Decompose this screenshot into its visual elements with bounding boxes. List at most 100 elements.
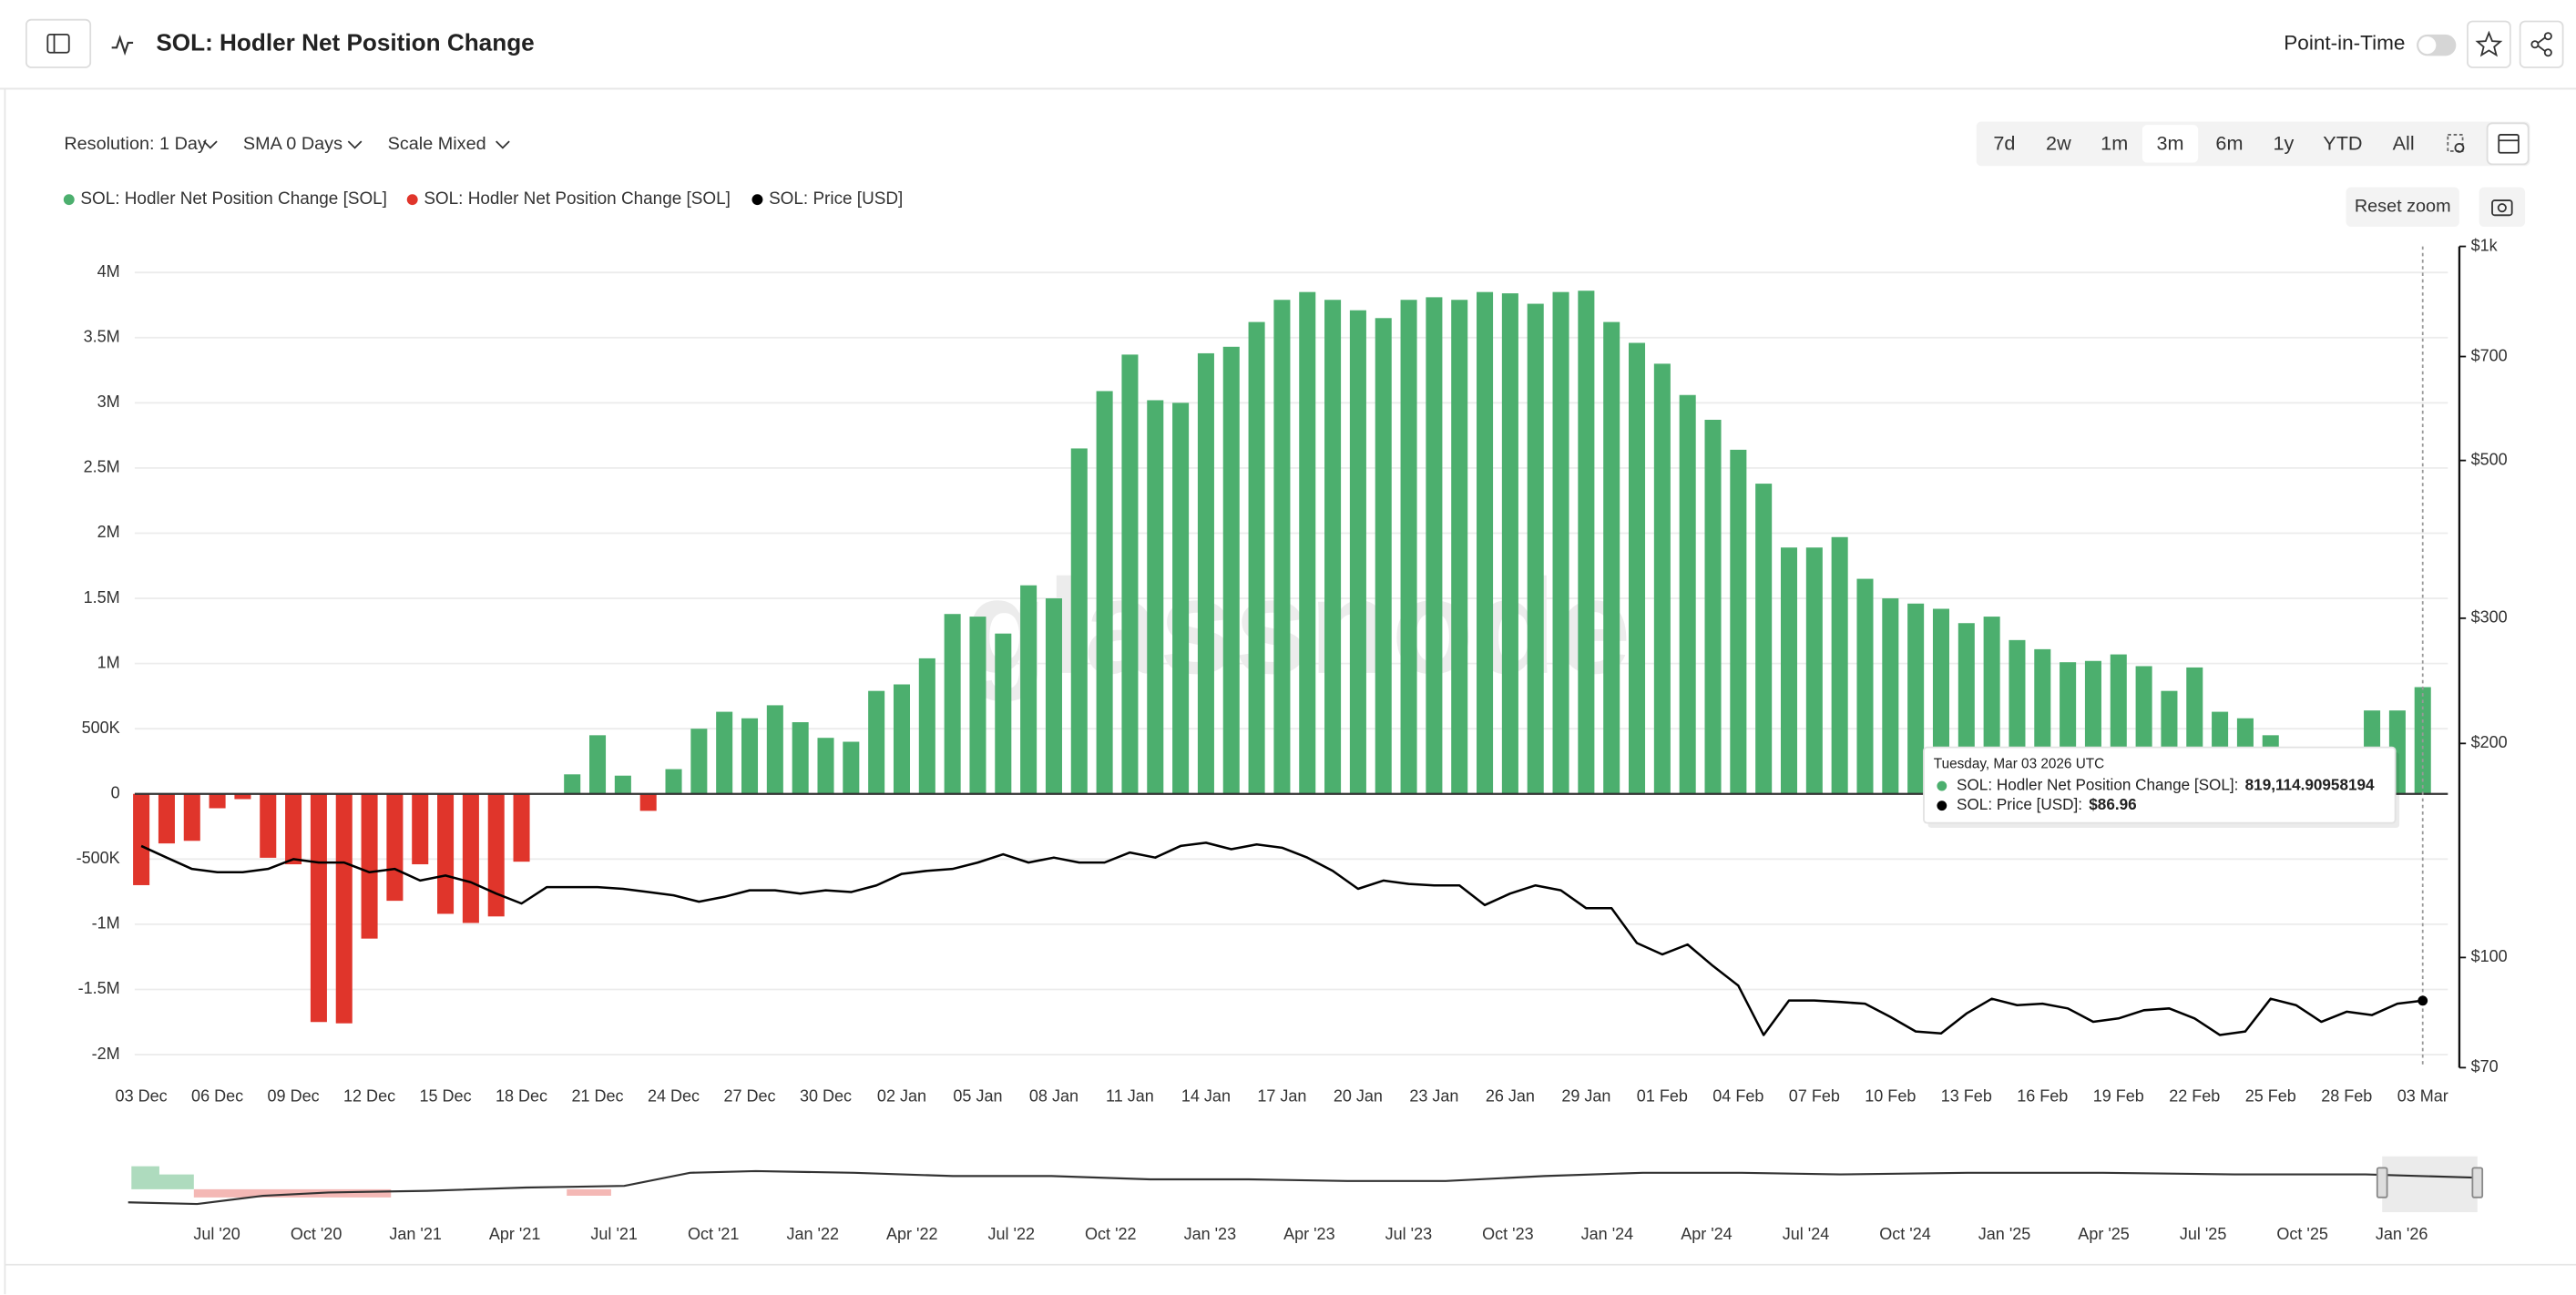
navigator-tick-label: Jan '23: [1184, 1225, 1237, 1243]
bar: [487, 793, 505, 917]
calendar-button[interactable]: [2486, 122, 2530, 166]
bar: [183, 793, 200, 841]
x-tick-label: 16 Feb: [2017, 1087, 2068, 1106]
bar: [1147, 400, 1164, 794]
range-button[interactable]: YTD: [2323, 131, 2362, 154]
bar: [690, 729, 708, 794]
range-button[interactable]: 7d: [1993, 131, 2015, 154]
x-tick-label: 07 Feb: [1789, 1087, 1840, 1106]
legend: SOL: Hodler Net Position Change [SOL] SOL…: [63, 189, 903, 209]
legend-label: SOL: Price [USD]: [769, 189, 903, 209]
bar: [766, 705, 783, 794]
bar: [1578, 291, 1595, 794]
range-label: 6m: [2215, 131, 2243, 154]
y-tick-label: -1.5M: [78, 979, 120, 997]
screenshot-button[interactable]: [2479, 187, 2526, 227]
y2-tick-label: $100: [2471, 947, 2508, 965]
y-tick-label: -500K: [77, 849, 120, 867]
bar: [639, 793, 657, 811]
navigator-tick-label: Jul '24: [1783, 1225, 1830, 1243]
legend-marker: [751, 194, 763, 206]
navigator-handle[interactable]: [2376, 1167, 2388, 1198]
bar: [1831, 536, 1848, 794]
x-tick-label: 03 Dec: [116, 1087, 168, 1106]
range-selector: [1976, 121, 2530, 167]
bar: [335, 793, 353, 1024]
legend-marker: [63, 194, 75, 206]
x-tick-label: 30 Dec: [800, 1087, 852, 1106]
bar: [437, 793, 455, 914]
range-button[interactable]: All: [2393, 131, 2415, 154]
bar: [817, 738, 834, 794]
bar: [158, 793, 175, 844]
range-button[interactable]: 1m: [2101, 131, 2128, 154]
scale-dropdown[interactable]: Scale Mixed: [388, 134, 510, 154]
tooltip-label: SOL: Price [USD]:: [1957, 795, 2082, 813]
star-icon: [2475, 30, 2503, 57]
chevron: [203, 140, 218, 149]
navigator-handle[interactable]: [2471, 1167, 2484, 1198]
x-tick-label: 01 Feb: [1637, 1087, 1688, 1106]
bar: [1730, 449, 1747, 794]
x-tick-label: 02 Jan: [877, 1087, 926, 1106]
bar: [1096, 391, 1113, 794]
navigator-tick-label: Jan '22: [786, 1225, 839, 1243]
bar: [969, 617, 986, 794]
bar: [843, 741, 860, 794]
bar: [462, 793, 479, 923]
reset-zoom-button[interactable]: Reset zoom: [2346, 187, 2459, 227]
bar: [1299, 291, 1316, 794]
range-button[interactable]: 1y: [2274, 131, 2295, 154]
legend-item[interactable]: SOL: Hodler Net Position Change [SOL]: [406, 189, 731, 209]
range-label: YTD: [2323, 131, 2362, 154]
range-button[interactable]: 2w: [2046, 131, 2071, 154]
range-button[interactable]: 3m: [2142, 125, 2199, 163]
navigator-line: [128, 1169, 2478, 1206]
button-frame: [2479, 187, 2526, 227]
bar: [1197, 352, 1214, 794]
bar: [1172, 403, 1190, 794]
bar: [893, 684, 910, 794]
dropdown-label: Scale Mixed: [388, 134, 486, 154]
navigator-tick-label: Apr '21: [489, 1225, 541, 1243]
bar: [1324, 300, 1342, 794]
bar: [1400, 300, 1417, 794]
bar: [944, 614, 961, 794]
hover-point: [2418, 995, 2428, 1006]
resolution-dropdown[interactable]: Resolution: 1 Day: [64, 134, 218, 154]
navigator-selection[interactable]: [2382, 1156, 2478, 1213]
tooltip-marker: [1937, 780, 1947, 791]
bar: [1248, 321, 1265, 794]
legend-item[interactable]: SOL: Price [USD]: [751, 189, 903, 209]
y-tick-label: 2.5M: [84, 458, 120, 476]
legend-item[interactable]: SOL: Hodler Net Position Change [SOL]: [63, 189, 387, 209]
x-tick-label: 06 Dec: [191, 1087, 243, 1106]
camera-icon: [2491, 199, 2513, 217]
bar: [1780, 547, 1798, 794]
tooltip-date: Tuesday, Mar 03 2026 UTC: [1934, 757, 2104, 772]
bar: [1477, 291, 1494, 794]
range-label: 3m: [2156, 131, 2183, 154]
x-tick-label: 26 Jan: [1486, 1087, 1535, 1106]
share-button[interactable]: [2519, 20, 2564, 68]
x-tick-label: 19 Feb: [2093, 1087, 2144, 1106]
bar: [1426, 297, 1443, 794]
favorite-button[interactable]: [2467, 20, 2511, 68]
y-tick-label: 1M: [97, 653, 120, 671]
chevron: [496, 140, 510, 149]
tooltip-label: SOL: Hodler Net Position Change [SOL]:: [1957, 776, 2238, 794]
bar: [1020, 585, 1038, 794]
point-in-time-toggle[interactable]: [2417, 34, 2457, 56]
sma-dropdown[interactable]: SMA 0 Days: [243, 134, 363, 154]
x-tick-label: 21 Dec: [571, 1087, 623, 1106]
sidebar-button[interactable]: [25, 18, 92, 68]
button-frame: [25, 18, 92, 68]
page-title: SOL: Hodler Net Position Change: [156, 29, 534, 56]
range-label: 1m: [2101, 131, 2128, 154]
x-tick-label: 20 Jan: [1334, 1087, 1383, 1106]
range-button[interactable]: 6m: [2215, 131, 2243, 154]
zoom-select-button[interactable]: [2447, 134, 2465, 153]
tooltip-box: [1923, 746, 2397, 824]
